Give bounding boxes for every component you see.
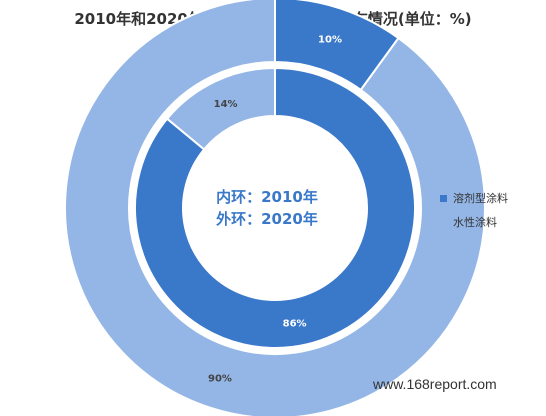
inner-ring-slice-1 <box>165 66 276 151</box>
outer-ring-slice-1 <box>64 0 486 416</box>
legend-item-water: 水性涂料 <box>440 214 508 230</box>
inner-ring-label-0: 86% <box>283 318 307 329</box>
legend-label-water: 水性涂料 <box>453 216 497 229</box>
outer-ring-label-0: 10% <box>318 35 342 46</box>
center-label-line-1: 外环：2020年 <box>215 210 318 228</box>
center-label-line-0: 内环：2010年 <box>216 188 318 206</box>
legend-swatch-solvent <box>440 194 447 202</box>
watermark: www.168report.com <box>373 376 497 392</box>
inner-ring-label-1: 14% <box>214 99 238 110</box>
outer-ring-label-1: 90% <box>208 373 232 384</box>
legend-item-solvent: 溶剂型涂料 <box>440 190 508 206</box>
inner-ring-slice-0 <box>134 66 416 349</box>
legend-label-solvent: 溶剂型涂料 <box>453 192 508 205</box>
chart-legend: 溶剂型涂料 水性涂料 <box>440 190 508 238</box>
legend-swatch-water <box>440 218 447 226</box>
